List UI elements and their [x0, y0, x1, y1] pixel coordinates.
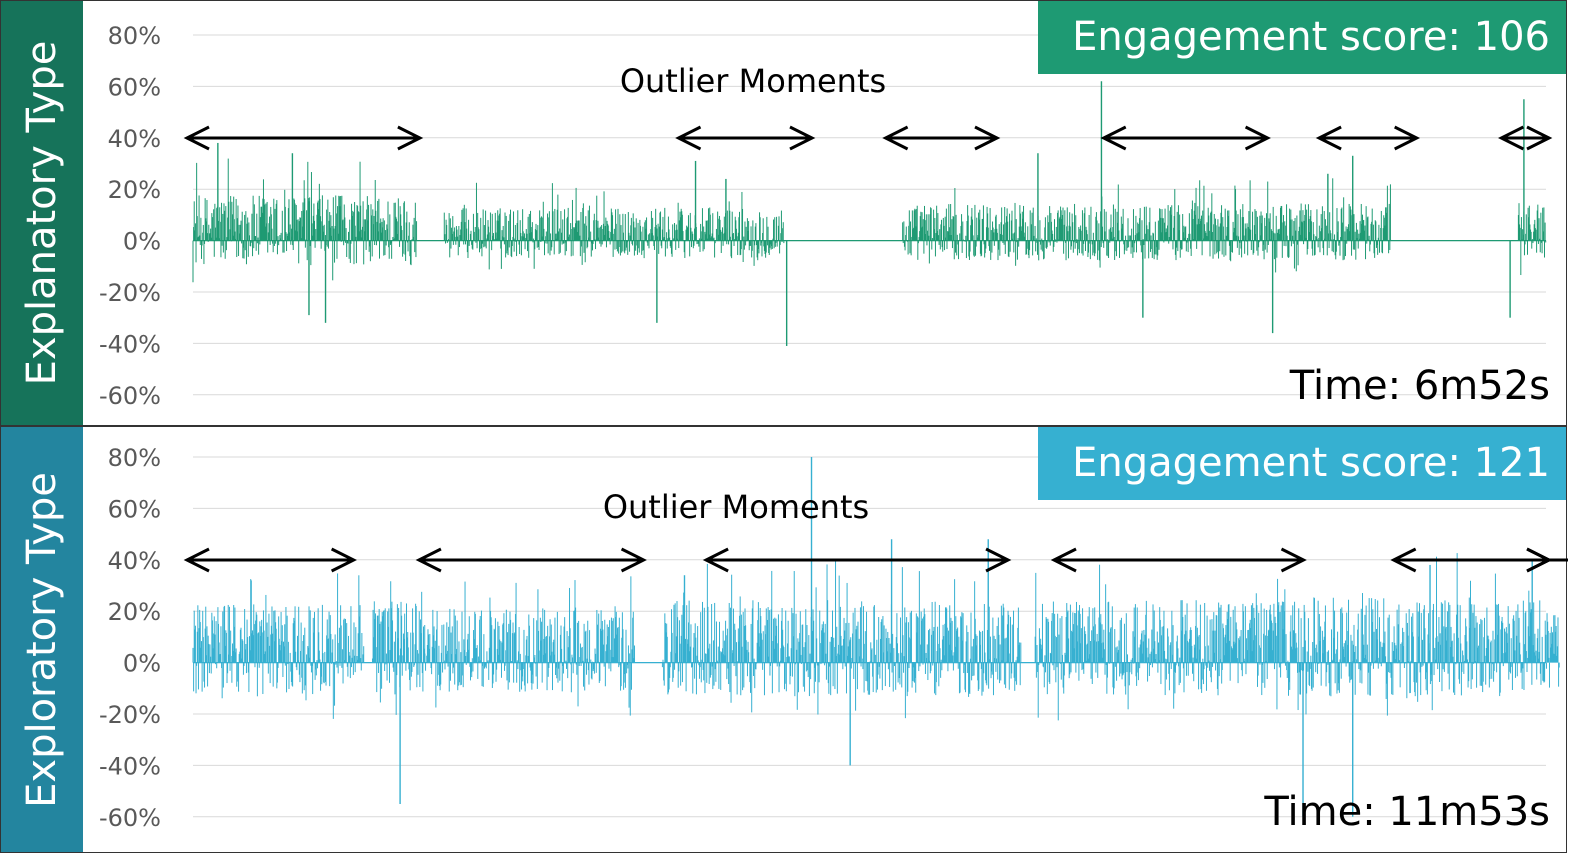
exploratory-type-label: Exploratory Type — [1, 427, 83, 852]
exploratory-chart: 80% 60% 40% 20% 0% -20% -40% -60% Outlier Moment… — [99, 444, 1568, 832]
outlier-range-arrow — [415, 547, 647, 573]
y-tick-label: -20% — [99, 701, 161, 729]
explanatory-time-label: Time: 6m52s — [1289, 363, 1550, 409]
y-tick-label: 0% — [123, 228, 161, 256]
y-tick-label: 20% — [108, 176, 161, 204]
y-tick-label: -60% — [99, 382, 161, 410]
y-tick-label: 40% — [108, 125, 161, 153]
y-tick-label: 0% — [123, 650, 161, 678]
engagement-bars — [192, 457, 1560, 817]
y-tick-label: 80% — [108, 444, 161, 472]
outlier-moments-annotation: Outlier Moments — [620, 62, 886, 100]
y-tick-label: -40% — [99, 330, 161, 358]
y-tick-label: 60% — [108, 73, 161, 101]
y-tick-label: 60% — [108, 495, 161, 523]
explanatory-type-label: Explanatory Type — [1, 1, 83, 425]
outlier-range-arrow — [675, 125, 816, 151]
outlier-range-arrow — [183, 125, 424, 151]
outlier-range-arrow — [1050, 547, 1307, 573]
explanatory-chart-panel: Explanatory Type 80% 60% 40% 20% 0% -20% -40% -… — [0, 0, 1567, 426]
outlier-range-arrow — [1390, 547, 1553, 573]
explanatory-chart: 80% 60% 40% 20% 0% -20% -40% -60% Outlier Moment… — [99, 22, 1553, 410]
outlier-range-arrow — [1100, 125, 1271, 151]
outlier-range-arrow — [1315, 125, 1421, 151]
engagement-bars — [192, 81, 1547, 346]
outlier-range-arrow — [702, 547, 1012, 573]
outlier-moments-annotation: Outlier Moments — [603, 488, 869, 526]
y-tick-label: 20% — [108, 598, 161, 626]
y-tick-label: -20% — [99, 279, 161, 307]
y-tick-label: -40% — [99, 752, 161, 780]
outlier-range-arrow — [1497, 125, 1553, 151]
y-tick-label: -60% — [99, 804, 161, 832]
outlier-range-arrow — [183, 547, 357, 573]
y-tick-label: 80% — [108, 22, 161, 50]
exploratory-time-label: Time: 11m53s — [1264, 789, 1550, 835]
explanatory-engagement-score: Engagement score: 106 — [1038, 1, 1566, 74]
exploratory-engagement-score: Engagement score: 121 — [1038, 427, 1566, 500]
y-tick-label: 40% — [108, 547, 161, 575]
outlier-range-arrow — [882, 125, 1001, 151]
outlier-range-arrow — [1526, 547, 1568, 573]
exploratory-chart-panel: Exploratory Type 80% 60% 40% 20% 0% -20% -40% -… — [0, 426, 1568, 853]
